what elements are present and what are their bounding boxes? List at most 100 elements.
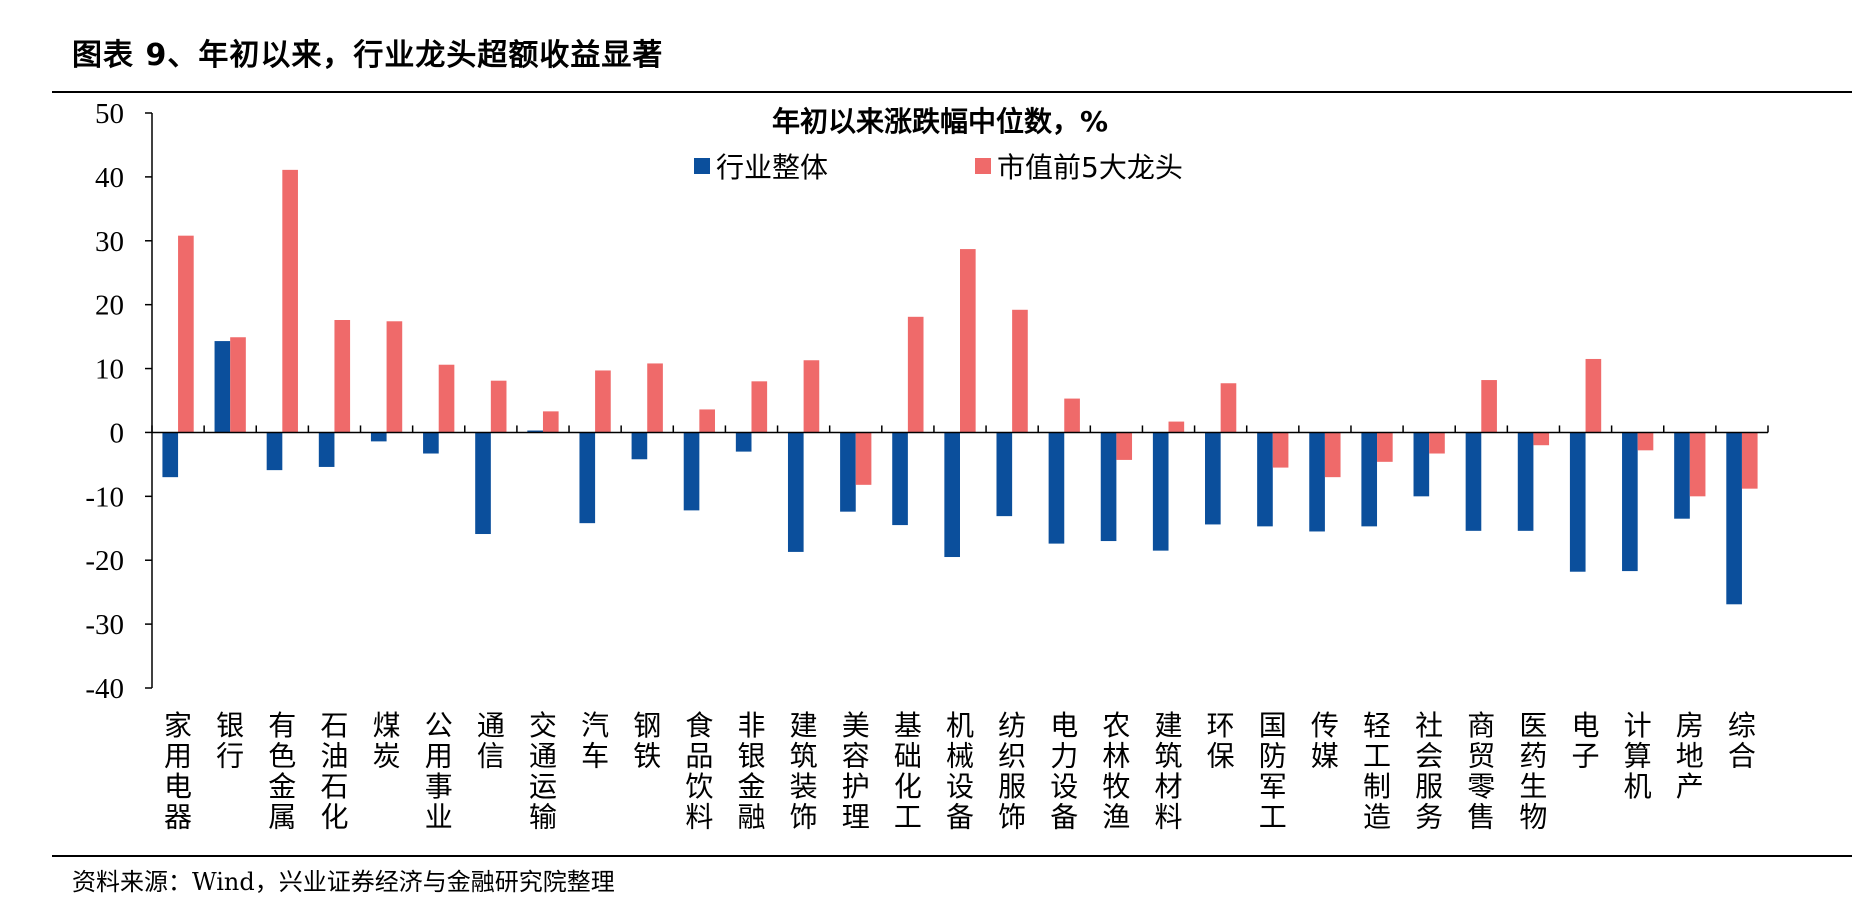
category-label-30: 综合 <box>1728 709 1756 773</box>
bar-series2-6 <box>490 380 507 433</box>
bar-series1-19 <box>1152 432 1169 551</box>
bar-series2-27 <box>1585 358 1602 433</box>
bar-series1-16 <box>996 432 1013 517</box>
category-label-18: 农林牧渔 <box>1102 709 1130 834</box>
bar-series2-29 <box>1689 432 1706 497</box>
bar-series2-14 <box>907 316 924 433</box>
bar-series2-5 <box>438 364 455 433</box>
category-label-28: 计算机 <box>1624 709 1652 803</box>
bar-series1-23 <box>1361 432 1378 527</box>
bar-series1-3 <box>318 432 335 467</box>
category-label-4: 煤炭 <box>373 709 401 773</box>
category-label-7: 交通运输 <box>529 709 557 834</box>
figure-title: 图表 9、年初以来，行业龙头超额收益显著 <box>72 38 664 73</box>
bar-series2-2 <box>282 169 298 433</box>
category-label-12: 建筑装饰 <box>790 709 818 834</box>
y-axis: 50 40 30 20 10 0 -10 -20 -30 -40 <box>85 98 153 705</box>
y-tick-label: -40 <box>85 673 124 705</box>
y-tick-label: -30 <box>85 609 124 641</box>
category-label-23: 轻工制造 <box>1363 709 1391 834</box>
bar-series1-13 <box>840 432 856 512</box>
legend-swatch-series1 <box>694 158 710 174</box>
bar-series2-11 <box>751 381 768 433</box>
category-label-24: 社会服务 <box>1415 709 1443 834</box>
category-label-5: 公用事业 <box>425 709 453 834</box>
category-label-26: 医药生物 <box>1519 709 1547 834</box>
bar-series1-20 <box>1205 432 1221 525</box>
bar-series1-18 <box>1100 432 1117 542</box>
category-label-13: 美容护理 <box>842 709 870 834</box>
legend-label-series2: 市值前5大龙头 <box>997 151 1183 184</box>
bar-series2-8 <box>595 370 611 433</box>
bar-series2-19 <box>1168 421 1185 433</box>
bars <box>162 169 1758 605</box>
bar-series2-18 <box>1116 432 1133 460</box>
bar-series2-28 <box>1637 432 1654 451</box>
bar-series1-27 <box>1569 432 1586 572</box>
bar-series2-1 <box>230 337 246 433</box>
bar-series2-3 <box>334 320 351 433</box>
category-label-15: 机械设备 <box>946 709 974 834</box>
bar-series2-20 <box>1220 383 1237 433</box>
bar-series1-29 <box>1674 432 1690 519</box>
bar-series2-15 <box>960 249 976 433</box>
bar-series1-22 <box>1309 432 1325 532</box>
bar-series2-10 <box>699 409 715 433</box>
category-label-29: 房地产 <box>1676 709 1704 803</box>
x-axis <box>151 425 1769 434</box>
category-label-20: 环保 <box>1207 709 1235 773</box>
bar-series1-5 <box>423 432 439 454</box>
bar-series1-17 <box>1048 432 1065 544</box>
bar-series1-1 <box>214 341 231 433</box>
category-label-9: 钢铁 <box>633 709 661 773</box>
category-label-8: 汽车 <box>581 709 609 773</box>
bar-series1-12 <box>787 432 804 552</box>
bar-series1-6 <box>475 432 491 535</box>
bar-series1-2 <box>266 432 283 471</box>
y-tick-label: 10 <box>95 354 124 386</box>
bar-series1-21 <box>1257 432 1273 527</box>
bar-series1-11 <box>735 432 752 452</box>
y-tick-label: 30 <box>95 226 124 258</box>
bar-series1-30 <box>1726 432 1742 605</box>
chart-title: 年初以来涨跌幅中位数，% <box>772 105 1108 138</box>
bar-series2-25 <box>1481 380 1497 433</box>
bar-series2-17 <box>1064 398 1080 433</box>
category-label-1: 银行 <box>216 709 244 773</box>
bar-series2-9 <box>647 363 663 433</box>
y-tick-label: -20 <box>85 545 124 577</box>
category-label-3: 石油石化 <box>320 709 348 834</box>
legend-swatch-series2 <box>975 158 991 174</box>
bar-series1-10 <box>683 432 700 511</box>
bar-series2-4 <box>386 321 403 433</box>
bar-series1-7 <box>527 430 543 433</box>
bar-series1-24 <box>1413 432 1430 497</box>
bar-series1-15 <box>944 432 960 558</box>
top-rule <box>52 91 1852 93</box>
bar-series2-23 <box>1377 432 1393 462</box>
category-label-21: 国防军工 <box>1259 709 1287 834</box>
bar-series2-7 <box>542 411 559 433</box>
bottom-rule <box>52 855 1852 857</box>
bar-series1-28 <box>1622 432 1638 572</box>
y-tick-label: 0 <box>110 417 125 449</box>
y-tick-label: -10 <box>85 481 124 513</box>
bar-series2-12 <box>803 360 820 433</box>
bar-series1-0 <box>162 432 179 478</box>
y-tick-label: 20 <box>95 290 124 322</box>
bar-series1-8 <box>579 432 596 524</box>
category-label-22: 传媒 <box>1311 709 1339 773</box>
y-tick-label: 40 <box>95 162 124 194</box>
category-label-0: 家用电器 <box>164 709 192 834</box>
category-label-25: 商贸零售 <box>1467 709 1495 834</box>
bar-series2-13 <box>855 432 872 485</box>
category-label-16: 纺织服饰 <box>998 709 1026 834</box>
legend: 行业整体 市值前5大龙头 <box>694 151 1183 184</box>
bar-series2-22 <box>1324 432 1341 478</box>
bar-series2-26 <box>1533 432 1550 446</box>
category-label-10: 食品饮料 <box>685 709 713 834</box>
category-label-11: 非银金融 <box>737 709 765 834</box>
bar-series1-26 <box>1517 432 1534 531</box>
category-label-19: 建筑材料 <box>1155 709 1183 834</box>
